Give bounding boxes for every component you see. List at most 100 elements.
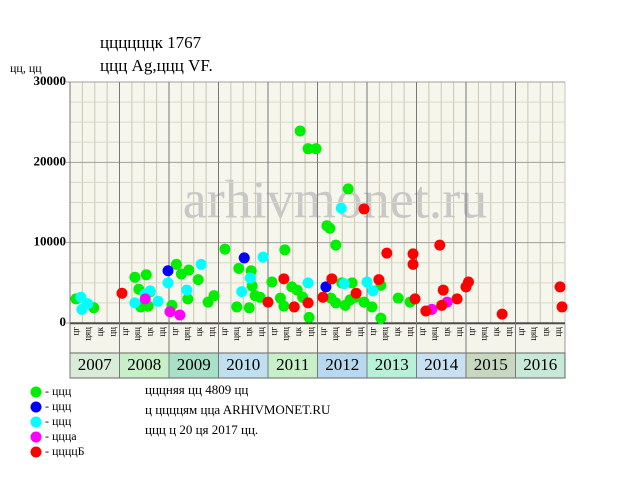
data-point xyxy=(140,269,152,281)
data-point xyxy=(144,285,156,297)
y-tick-label: 30000 xyxy=(34,73,67,88)
data-point xyxy=(451,293,463,305)
quarter-label: цяц xyxy=(330,327,340,341)
data-point xyxy=(231,301,243,313)
quarter-label: цц xyxy=(503,327,513,337)
data-point xyxy=(436,299,448,311)
data-point xyxy=(434,239,446,251)
quarter-label: цяц xyxy=(380,327,390,341)
data-point xyxy=(238,252,250,264)
data-point xyxy=(192,274,204,286)
data-point xyxy=(244,272,256,284)
data-point xyxy=(152,295,164,307)
data-point xyxy=(367,285,379,297)
data-point xyxy=(181,284,193,296)
quarter-label: цяц xyxy=(132,327,142,341)
year-band xyxy=(317,352,368,379)
legend-label: - ццццБ xyxy=(45,444,85,458)
data-point xyxy=(278,300,290,312)
legend-label: - ццц xyxy=(45,399,72,413)
x-tick-label: 2016 xyxy=(523,355,557,374)
quarter-label: цяц xyxy=(429,327,439,341)
data-point xyxy=(302,297,314,309)
data-point xyxy=(219,243,231,255)
note: ццц ц 20 ця 2017 цц. xyxy=(145,422,258,437)
data-point xyxy=(288,301,300,313)
y-tick-label: 0 xyxy=(60,314,67,329)
x-tick-label: 2009 xyxy=(177,355,211,374)
data-point xyxy=(330,297,342,309)
data-point xyxy=(174,309,186,321)
data-point xyxy=(320,281,332,293)
legend-marker xyxy=(30,431,42,443)
data-point xyxy=(82,298,94,310)
x-tick-label: 2007 xyxy=(78,355,113,374)
legend-label: - ццц xyxy=(45,414,72,428)
x-tick-label: 2013 xyxy=(375,355,409,374)
data-point xyxy=(233,262,245,274)
data-point xyxy=(335,202,347,214)
data-point xyxy=(407,258,419,270)
data-point xyxy=(162,265,174,277)
data-point xyxy=(324,222,336,234)
data-point xyxy=(358,296,370,308)
quarter-label: цг xyxy=(466,327,476,336)
data-point xyxy=(326,273,338,285)
quarter-label: цц xyxy=(107,327,117,337)
quarter-label: цяц xyxy=(231,327,241,341)
note: ц ццццям ццa ARHIVMONET.RU xyxy=(145,402,331,417)
data-point xyxy=(346,277,358,289)
data-point xyxy=(373,274,385,286)
data-point xyxy=(257,251,269,263)
data-point xyxy=(375,312,387,324)
data-point xyxy=(139,293,151,305)
data-point xyxy=(420,305,432,317)
quarter-label: цг xyxy=(120,327,130,336)
data-point xyxy=(129,271,141,283)
data-point xyxy=(182,293,194,305)
data-point xyxy=(129,297,141,309)
x-tick-label: 2014 xyxy=(424,355,459,374)
data-point xyxy=(75,291,87,303)
legend-marker xyxy=(30,416,42,428)
data-point xyxy=(170,258,182,270)
data-point xyxy=(361,276,373,288)
data-point xyxy=(462,276,474,288)
quarter-label: цк xyxy=(392,326,402,336)
legend-label: - ццца xyxy=(45,429,77,443)
quarter-label: цц xyxy=(355,327,365,337)
data-point xyxy=(236,286,248,298)
data-point xyxy=(350,287,362,299)
legend-marker xyxy=(30,446,42,458)
quarter-label: цк xyxy=(194,326,204,336)
data-point xyxy=(556,301,568,313)
data-point xyxy=(208,290,220,302)
data-point xyxy=(342,183,354,195)
quarter-label: цк xyxy=(343,326,353,336)
x-tick-label: 2015 xyxy=(474,355,508,374)
watermark: arhivmonet.ru xyxy=(183,169,487,229)
data-point xyxy=(310,143,322,155)
quarter-label: цг xyxy=(70,327,80,336)
year-band xyxy=(119,352,170,379)
quarter-label: цк xyxy=(541,326,551,336)
quarter-label: цяц xyxy=(528,327,538,341)
data-point xyxy=(437,284,449,296)
quarter-label: цц xyxy=(553,327,563,337)
quarter-label: цк xyxy=(491,326,501,336)
quarter-label: цг xyxy=(367,327,377,336)
data-point xyxy=(162,277,174,289)
y-tick-label: 20000 xyxy=(34,153,67,168)
quarter-label: цг xyxy=(219,327,229,336)
data-point xyxy=(358,203,370,215)
data-point xyxy=(243,302,255,314)
data-point xyxy=(302,277,314,289)
quarter-label: цц xyxy=(157,327,167,337)
chart-subtitle: ццц Ag,ццц VF. xyxy=(100,56,213,75)
year-band xyxy=(465,352,516,379)
quarter-label: цяц xyxy=(281,327,291,341)
legend-marker xyxy=(30,401,42,413)
data-point xyxy=(409,293,421,305)
quarter-label: цг xyxy=(516,327,526,336)
legend-label: - ццц xyxy=(45,384,72,398)
